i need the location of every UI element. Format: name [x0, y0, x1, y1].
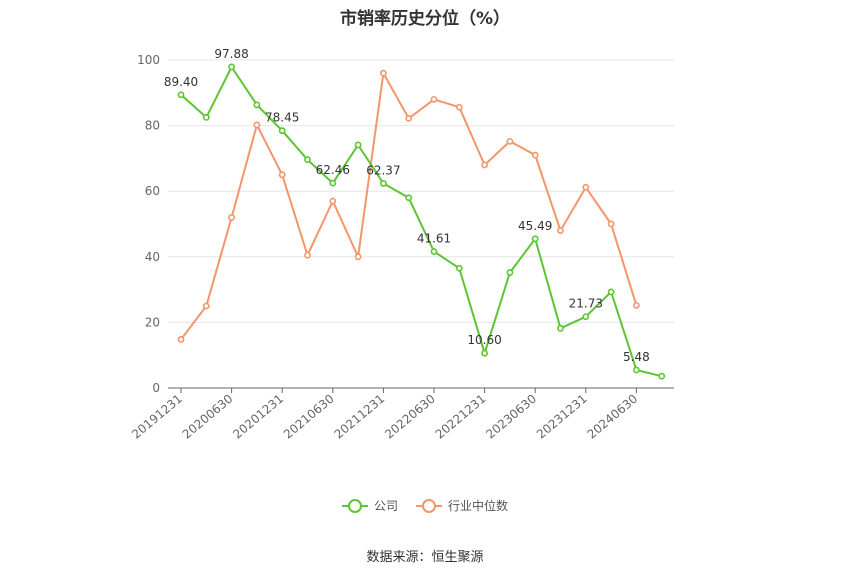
data-point	[633, 366, 640, 374]
y-tick-label: 60	[145, 184, 160, 198]
data-point	[430, 248, 438, 255]
legend: 公司 行业中位数	[0, 497, 850, 514]
data-point	[379, 180, 387, 187]
data-point	[329, 197, 337, 205]
x-tick-label: 20201231	[230, 392, 286, 442]
data-label: 78.45	[265, 111, 299, 125]
data-point	[607, 220, 615, 228]
x-tick-label: 20191231	[129, 392, 185, 442]
x-tick-label: 20220630	[382, 392, 438, 442]
data-point	[253, 101, 261, 109]
data-point	[379, 69, 387, 77]
data-point	[506, 269, 514, 276]
data-labels: 89.40 97.88 78.45 62.46 62.37 41.61 10.60 45.49…	[164, 47, 650, 364]
x-tick-label: 20200630	[180, 392, 236, 442]
x-tick-label: 20211231	[332, 392, 388, 442]
data-point	[177, 336, 185, 343]
data-point	[658, 372, 666, 380]
data-point	[228, 214, 235, 221]
data-point	[405, 194, 413, 202]
data-point	[329, 179, 337, 187]
data-label: 21.73	[569, 297, 603, 311]
y-tick-label: 40	[145, 250, 160, 264]
data-label: 45.49	[518, 219, 552, 233]
chart-title: 市销率历史分位（%）	[339, 9, 511, 29]
data-label: 97.88	[214, 47, 248, 61]
series-line	[180, 66, 662, 378]
legend-item-industry-median[interactable]: 行业中位数	[416, 497, 508, 514]
data-point	[455, 264, 463, 272]
data-point	[582, 313, 590, 321]
data-point	[481, 349, 488, 357]
data-point	[582, 183, 590, 191]
y-tick-label: 0	[152, 381, 160, 395]
data-point	[531, 235, 539, 243]
data-point	[481, 161, 488, 169]
legend-marker-company	[341, 498, 368, 513]
x-tick-label: 20240630	[585, 392, 641, 442]
data-label: 62.46	[316, 163, 350, 177]
data-point	[253, 121, 261, 129]
data-point	[607, 288, 615, 296]
y-tick-label: 80	[145, 119, 160, 133]
legend-item-company[interactable]: 公司	[341, 497, 398, 514]
data-source-note: 数据来源：恒生聚源	[366, 550, 484, 565]
x-tick-label: 20230630	[483, 392, 539, 442]
y-tick-label: 20	[145, 315, 160, 329]
series-lines	[177, 63, 666, 380]
data-point	[430, 95, 438, 103]
data-point	[531, 151, 539, 159]
x-tick-label: 20221231	[433, 392, 489, 442]
data-label: 5.48	[623, 350, 650, 364]
data-point	[405, 114, 413, 122]
data-point	[228, 63, 235, 71]
data-point	[354, 253, 362, 261]
data-label: 41.61	[417, 232, 451, 246]
y-tick-label: 100	[137, 53, 160, 67]
legend-label-company: 公司	[373, 499, 398, 513]
data-point	[202, 114, 210, 121]
axes: 0204060801002019123120200630202012312021…	[129, 53, 674, 442]
legend-label-industry-median: 行业中位数	[448, 499, 509, 513]
data-label: 62.37	[366, 163, 400, 177]
data-point	[278, 171, 286, 179]
data-point	[177, 91, 185, 99]
x-tick-label: 20231231	[534, 392, 590, 442]
grid-lines	[168, 59, 674, 323]
data-label: 10.60	[467, 333, 501, 347]
data-point	[278, 127, 286, 135]
data-point	[354, 141, 362, 149]
data-point	[557, 227, 564, 234]
data-point	[506, 137, 514, 145]
data-point	[455, 103, 463, 111]
data-label: 89.40	[164, 75, 198, 89]
line-chart: 0204060801002019123120200630202012312021…	[129, 47, 674, 442]
data-point	[304, 156, 311, 164]
legend-marker-industry-median	[416, 498, 442, 513]
data-point	[304, 251, 311, 259]
data-point	[202, 302, 210, 310]
data-point	[557, 324, 564, 332]
data-point	[633, 301, 640, 309]
x-tick-label: 20210630	[281, 392, 337, 442]
